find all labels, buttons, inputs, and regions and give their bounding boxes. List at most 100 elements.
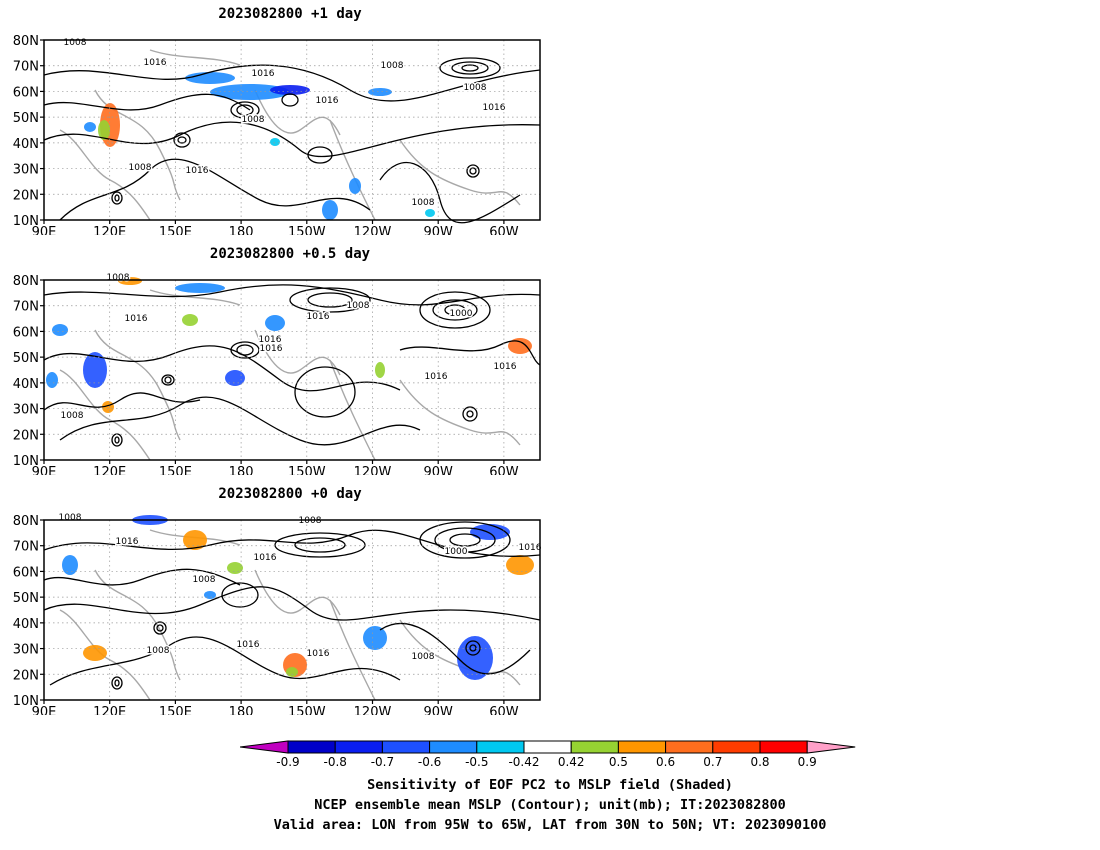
lat-tick-label: 10N bbox=[13, 694, 39, 709]
colorbar-tick-label: -0.7 bbox=[371, 755, 394, 769]
sensitivity-shading bbox=[375, 362, 385, 378]
lat-tick-label: 10N bbox=[13, 214, 39, 229]
caption-line-3: Valid area: LON from 95W to 65W, LAT fro… bbox=[273, 817, 827, 833]
contour-label: 1016 bbox=[307, 312, 330, 322]
sensitivity-shading bbox=[62, 555, 78, 575]
lon-tick-label: 150E bbox=[159, 225, 192, 235]
contour-label: 1008 bbox=[129, 163, 152, 173]
mslp-contours bbox=[43, 57, 541, 224]
map-frame bbox=[43, 279, 541, 461]
sensitivity-shading bbox=[52, 324, 68, 336]
contour-label: 1008 bbox=[147, 646, 170, 656]
lon-tick-label: 90E bbox=[32, 225, 57, 235]
lat-tick-label: 60N bbox=[13, 565, 39, 580]
contour-label: 1000 bbox=[445, 547, 468, 557]
sensitivity-shading bbox=[182, 314, 198, 326]
sensitivity-shading bbox=[83, 352, 107, 388]
caption-line-2: NCEP ensemble mean MSLP (Contour); unit(… bbox=[314, 797, 786, 813]
contour-label: 1000 bbox=[450, 309, 473, 319]
lon-tick-label: 120E bbox=[93, 705, 126, 715]
contour-label: 1008 bbox=[412, 198, 435, 208]
contour-label: 1008 bbox=[464, 83, 487, 93]
lon-tick-label: 150E bbox=[159, 465, 192, 475]
lon-tick-label: 120W bbox=[354, 705, 392, 715]
colorbar-segment bbox=[759, 740, 808, 754]
colorbar: -0.9 -0.8 -0.7 -0.6 -0.5 -0.42 0.42 0.5 0.6 0.7 0.… bbox=[239, 738, 860, 778]
contour-label: 1008 bbox=[347, 301, 370, 311]
lon-tick-label: 90E bbox=[32, 465, 57, 475]
sensitivity-shading bbox=[322, 200, 338, 220]
colorbar-tick-label: -0.6 bbox=[418, 755, 441, 769]
colorbar-segment bbox=[476, 740, 525, 754]
lon-tick-label: 60W bbox=[489, 225, 519, 235]
lat-tick-label: 20N bbox=[13, 188, 39, 203]
colorbar-segment bbox=[665, 740, 714, 754]
map-frame bbox=[43, 39, 541, 221]
map-panel-3: 1008 1016 1008 1016 1016 1016 1008 1000 1016 1008… bbox=[0, 510, 560, 750]
contour-label: 1016 bbox=[519, 543, 542, 553]
lon-tick-label: 90W bbox=[423, 465, 453, 475]
lat-tick-label: 80N bbox=[13, 274, 39, 289]
contour-label: 1016 bbox=[307, 649, 330, 659]
contour-label: 1008 bbox=[107, 273, 130, 283]
colorbar-segment bbox=[334, 740, 383, 754]
lat-tick-label: 20N bbox=[13, 668, 39, 683]
colorbar-tick-label: -0.8 bbox=[323, 755, 346, 769]
colorbar-tick-label: -0.9 bbox=[276, 755, 299, 769]
lat-tick-label: 80N bbox=[13, 34, 39, 49]
sensitivity-shading bbox=[118, 277, 142, 285]
sensitivity-shading bbox=[506, 555, 534, 575]
caption-line-1: Sensitivity of EOF PC2 to MSLP field (Sh… bbox=[367, 777, 733, 793]
sensitivity-shading bbox=[508, 338, 532, 354]
lat-tick-label: 80N bbox=[13, 514, 39, 529]
contour-label: 1016 bbox=[144, 58, 167, 68]
colorbar-tick-label: 0.9 bbox=[798, 755, 817, 769]
panel-3-title: 2023082800 +0 day bbox=[218, 486, 362, 502]
lat-tick-label: 30N bbox=[13, 403, 39, 418]
lon-tick-label: 150E bbox=[159, 705, 192, 715]
lat-tick-label: 40N bbox=[13, 617, 39, 632]
sensitivity-shading bbox=[175, 283, 225, 293]
sensitivity-shading bbox=[183, 530, 207, 550]
lat-tick-label: 10N bbox=[13, 454, 39, 469]
sensitivity-shading bbox=[98, 120, 110, 140]
lon-tick-label: 180 bbox=[229, 465, 254, 475]
contour-label: 1016 bbox=[254, 553, 277, 563]
contour-label: 1008 bbox=[412, 652, 435, 662]
contour-label: 1008 bbox=[242, 115, 265, 125]
lon-tick-label: 60W bbox=[489, 465, 519, 475]
lat-tick-label: 70N bbox=[13, 60, 39, 75]
lon-tick-label: 180 bbox=[229, 225, 254, 235]
contour-label: 1016 bbox=[260, 344, 283, 354]
lon-tick-label: 90W bbox=[423, 225, 453, 235]
sensitivity-shading bbox=[84, 122, 96, 132]
colorbar-tick-label: 0.5 bbox=[609, 755, 628, 769]
lat-tick-label: 50N bbox=[13, 591, 39, 606]
colorbar-arrow-right bbox=[806, 740, 856, 754]
colorbar-segment bbox=[287, 740, 336, 754]
map-panel-2: 1008 1016 1016 1008 1016 1016 1000 1016 1016 1008… bbox=[0, 270, 560, 510]
lon-tick-label: 150W bbox=[288, 705, 326, 715]
lat-tick-label: 60N bbox=[13, 325, 39, 340]
sensitivity-shading bbox=[349, 178, 361, 194]
lat-tick-label: 40N bbox=[13, 377, 39, 392]
sensitivity-shading bbox=[270, 85, 310, 95]
map-panel-1: 1008 1016 1016 1008 1016 1008 1008 1016 1008 1016… bbox=[0, 30, 560, 270]
contour-label: 1008 bbox=[193, 575, 216, 585]
colorbar-segment bbox=[712, 740, 761, 754]
contour-label: 1016 bbox=[425, 372, 448, 382]
lon-tick-label: 150W bbox=[288, 225, 326, 235]
mslp-contours bbox=[43, 521, 541, 690]
colorbar-tick-label: 0.42 bbox=[558, 755, 585, 769]
panel-2-title: 2023082800 +0.5 day bbox=[209, 246, 371, 262]
contour-label: 1016 bbox=[494, 362, 517, 372]
contour-label: 1016 bbox=[252, 69, 275, 79]
lon-tick-label: 120W bbox=[354, 465, 392, 475]
lon-tick-label: 60W bbox=[489, 705, 519, 715]
lon-tick-label: 90E bbox=[32, 705, 57, 715]
sensitivity-shading bbox=[185, 72, 235, 84]
sensitivity-shading bbox=[286, 667, 298, 677]
sensitivity-shading bbox=[270, 138, 280, 146]
contour-label: 1008 bbox=[59, 513, 82, 523]
sensitivity-shading bbox=[227, 562, 243, 574]
